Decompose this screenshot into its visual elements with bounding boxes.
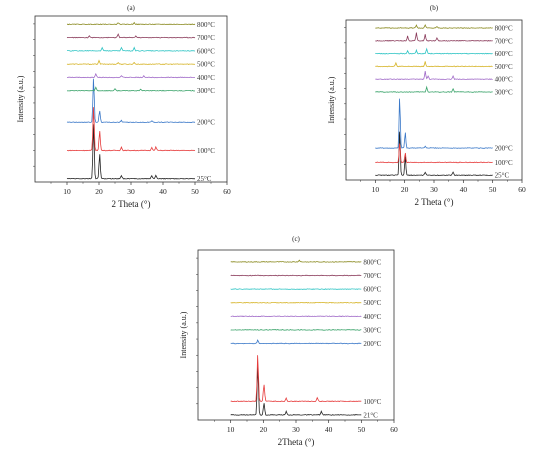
series-line-500C	[66, 59, 196, 65]
series-label: 600°C	[363, 286, 381, 294]
series-line-400C	[230, 315, 362, 318]
series-line-300C	[66, 86, 196, 92]
series-label: 300°C	[197, 87, 215, 95]
series-line-400C	[66, 72, 195, 79]
series-label: 200°C	[495, 145, 513, 153]
x-tick-label: 60	[518, 185, 526, 194]
x-tick-label: 20	[95, 187, 103, 196]
series-label: 700°C	[495, 37, 513, 45]
series-line-600C	[375, 47, 493, 55]
x-tick-label: 40	[159, 187, 167, 196]
x-tick-label: 60	[223, 187, 231, 196]
series-label: 300°C	[495, 89, 513, 97]
series-label: 500°C	[197, 61, 215, 69]
series-label: 400°C	[197, 74, 215, 82]
panel-a: (a) 10 20 30 40 50 60 2 Theta (°) Intensity (a.u…	[16, 4, 231, 209]
series-line-100C	[375, 143, 493, 164]
x-tick-label: 20	[401, 185, 409, 194]
series-line-500C	[375, 61, 493, 68]
panel-b: (b) 10 20 30 40 50 60 2 Theta (°) Intensity (a.u…	[327, 4, 526, 207]
series-line-600C	[66, 46, 196, 52]
x-tick-label: 30	[127, 187, 135, 196]
y-axis-label: Intensity (a.u.)	[179, 311, 188, 358]
series-label: 800°C	[495, 25, 513, 33]
series-label: 700°C	[197, 34, 215, 42]
x-tick-label: 10	[63, 187, 71, 196]
panel-title: (a)	[127, 4, 135, 12]
x-tick-label: 50	[489, 185, 497, 194]
x-axis-label: 2 Theta (°)	[415, 197, 454, 207]
series-label: 200°C	[197, 119, 215, 127]
series-label: 400°C	[495, 76, 513, 84]
series-label: 100°C	[197, 147, 215, 155]
x-tick-label: 60	[390, 425, 398, 434]
series-line-800C	[230, 259, 362, 263]
series-line-700C	[375, 32, 493, 42]
series-label: 25°C	[197, 175, 212, 183]
x-tick-label: 30	[430, 185, 438, 194]
series-line-800C	[66, 21, 196, 26]
series-line-200C	[230, 339, 362, 345]
panel-title: (b)	[430, 4, 439, 12]
series-label: 200°C	[363, 340, 381, 348]
series-label: 500°C	[495, 63, 513, 71]
series-label: 800°C	[197, 21, 215, 29]
series-label: 600°C	[197, 47, 215, 55]
series-line-300C	[375, 85, 493, 93]
x-axis-label: 2Theta (°)	[278, 437, 315, 447]
x-tick-label: 10	[372, 185, 380, 194]
x-tick-label: 40	[325, 425, 333, 434]
series-line-25C	[66, 124, 196, 180]
y-axis-label: Intensity (a.u.)	[16, 75, 25, 122]
series-label: 25°C	[495, 172, 510, 180]
series-label: 100°C	[495, 159, 513, 167]
x-tick-label: 30	[292, 425, 300, 434]
series-label: 300°C	[363, 326, 381, 334]
panel-c: (c) 10 20 30 40 50 60 2Theta (°) Intensity (a.u.…	[179, 235, 398, 447]
x-tick-label: 20	[260, 425, 268, 434]
series-line-100C	[230, 355, 362, 403]
series-label: 400°C	[363, 313, 381, 321]
series-line-25C	[375, 131, 493, 176]
series-line-300C	[230, 329, 362, 331]
series-label: 600°C	[495, 50, 513, 58]
x-tick-label: 10	[227, 425, 235, 434]
series-label: 500°C	[363, 299, 381, 307]
series-line-21C	[230, 365, 362, 416]
series-line-200C	[375, 98, 493, 149]
x-tick-label: 50	[191, 187, 199, 196]
series-label: 700°C	[363, 272, 381, 280]
series-label: 800°C	[363, 258, 381, 266]
series-line-200C	[66, 78, 196, 124]
series-label: 100°C	[363, 398, 381, 406]
x-tick-label: 50	[358, 425, 366, 434]
panel-title: (c)	[292, 235, 300, 243]
series-line-600C	[230, 288, 362, 290]
series-line-100C	[67, 107, 196, 152]
series-line-700C	[230, 274, 362, 277]
series-label: 21°C	[363, 411, 378, 419]
y-axis-label: Intensity (a.u.)	[327, 76, 336, 123]
x-axis-label: 2 Theta (°)	[112, 199, 151, 209]
series-line-500C	[230, 301, 362, 304]
series-line-700C	[66, 33, 196, 39]
series-line-400C	[375, 71, 493, 80]
series-line-800C	[375, 24, 493, 29]
x-tick-label: 40	[460, 185, 468, 194]
